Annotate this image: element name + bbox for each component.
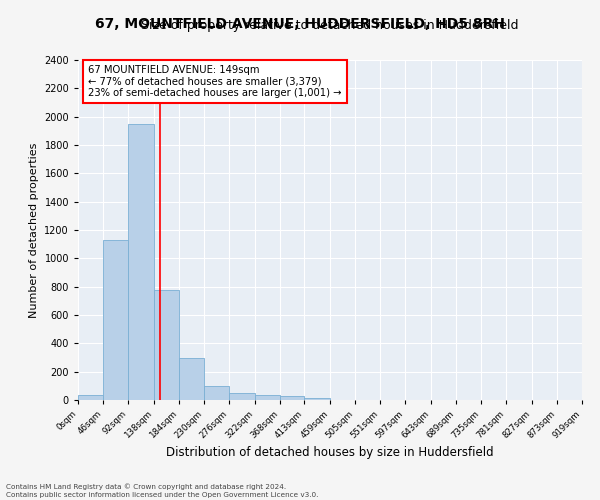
Y-axis label: Number of detached properties: Number of detached properties (29, 142, 38, 318)
Title: Size of property relative to detached houses in Huddersfield: Size of property relative to detached ho… (141, 20, 519, 32)
Bar (78, 395, 103, 400)
Text: 67 MOUNTFIELD AVENUE: 149sqm
← 77% of detached houses are smaller (3,379)
23% of: 67 MOUNTFIELD AVENUE: 149sqm ← 77% of de… (88, 65, 341, 98)
X-axis label: Distribution of detached houses by size in Huddersfield: Distribution of detached houses by size … (166, 446, 494, 458)
Bar (280, 396, 304, 400)
Bar (229, 394, 254, 400)
Bar (154, 290, 179, 400)
Bar (204, 386, 229, 400)
Text: Contains HM Land Registry data © Crown copyright and database right 2024.: Contains HM Land Registry data © Crown c… (6, 484, 286, 490)
Bar (254, 394, 280, 400)
Bar (128, 124, 154, 400)
Bar (179, 358, 204, 400)
Text: 67, MOUNTFIELD AVENUE, HUDDERSFIELD, HD5 8RH: 67, MOUNTFIELD AVENUE, HUDDERSFIELD, HD5… (95, 18, 505, 32)
Bar (103, 240, 128, 400)
Text: Contains public sector information licensed under the Open Government Licence v3: Contains public sector information licen… (6, 492, 319, 498)
Bar (304, 398, 330, 400)
